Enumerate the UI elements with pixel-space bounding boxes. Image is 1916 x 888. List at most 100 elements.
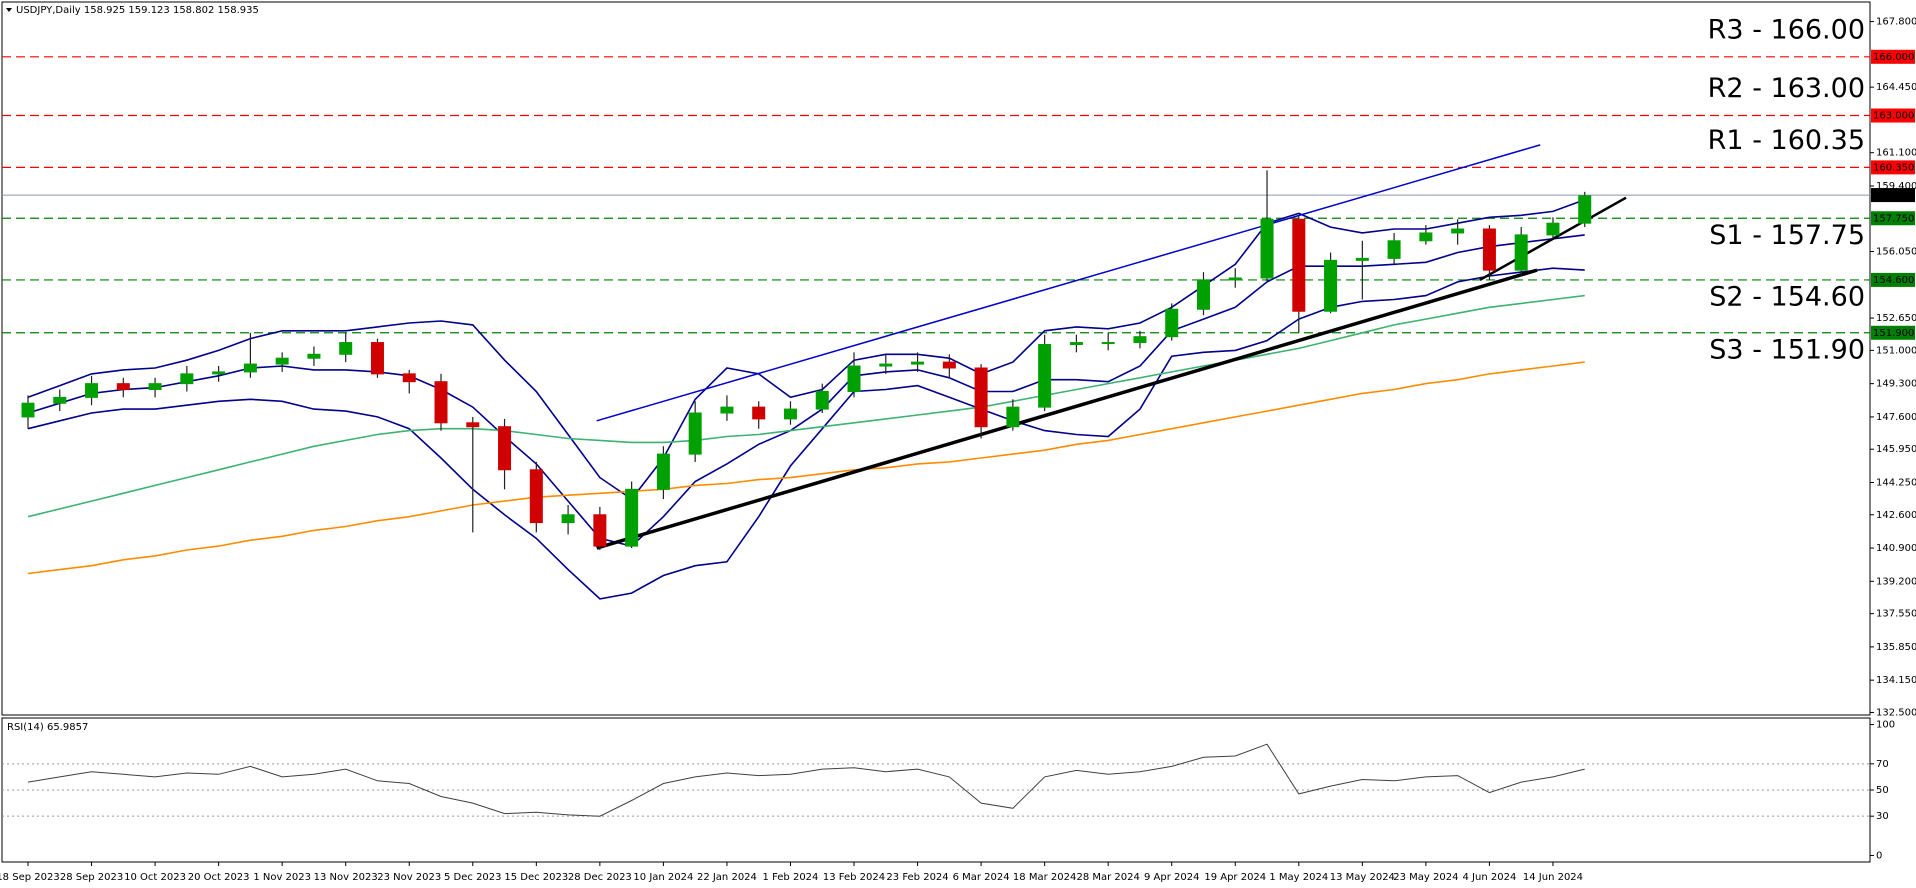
candle-body	[466, 422, 480, 428]
x-tick-label: 13 Feb 2024	[823, 872, 885, 883]
candle-body	[1069, 342, 1083, 346]
x-tick-label: 23 Feb 2024	[886, 872, 948, 883]
x-tick-label: 14 Jun 2024	[1523, 872, 1583, 883]
candle-body	[815, 390, 829, 410]
candle-body	[911, 361, 925, 365]
level-label: S1 - 157.75	[1709, 220, 1865, 251]
candle-body	[148, 383, 162, 391]
last-price-tag	[1871, 188, 1915, 203]
candle-body	[1133, 336, 1147, 344]
x-tick-label: 1 Nov 2023	[253, 872, 311, 883]
level-tag	[1871, 108, 1915, 123]
y-tick-label: 30	[1876, 811, 1889, 822]
x-tick-label: 1 May 2024	[1269, 872, 1328, 883]
y-tick-label: 167.800	[1876, 17, 1916, 28]
y-tick-label: 151.000	[1876, 345, 1916, 356]
x-tick-label: 19 Apr 2024	[1204, 872, 1266, 883]
candle-body	[1546, 222, 1560, 236]
level-tag-label: 163.000	[1873, 111, 1914, 122]
indicator-line	[27, 361, 1585, 575]
candle-body	[1578, 195, 1592, 224]
candle-body	[529, 469, 543, 524]
x-tick-label: 28 Dec 2023	[568, 872, 632, 883]
price-pane	[1, 1, 1871, 716]
y-tick-label: 149.300	[1876, 379, 1916, 390]
trendline	[596, 144, 1541, 422]
y-tick-label: 147.600	[1876, 412, 1916, 423]
candle-body	[1451, 228, 1465, 234]
x-tick-label: 28 Sep 2023	[60, 872, 123, 883]
candle-body	[53, 396, 67, 404]
x-tick-label: 1 Feb 2024	[763, 872, 819, 883]
candle-body	[688, 412, 702, 455]
x-tick-label: 23 Nov 2023	[377, 872, 441, 883]
candle-body	[847, 365, 861, 392]
candle-body	[85, 383, 99, 398]
x-tick-label: 23 May 2024	[1393, 872, 1458, 883]
y-tick-label: 161.100	[1876, 148, 1916, 159]
candle-body	[879, 363, 893, 367]
y-tick-label: 134.150	[1876, 675, 1916, 686]
y-tick-label: 132.500	[1876, 707, 1916, 718]
x-tick-label: 13 Nov 2023	[314, 872, 378, 883]
x-tick-label: 18 Mar 2024	[1013, 872, 1076, 883]
candle-body	[434, 381, 448, 424]
candle-body	[625, 488, 639, 547]
candle-body	[1006, 406, 1020, 428]
y-tick-label: 164.450	[1876, 82, 1916, 93]
candle-body	[1196, 279, 1210, 310]
y-tick-label: 159.400	[1876, 181, 1916, 192]
y-tick-label: 139.200	[1876, 576, 1916, 587]
last-price-label: 158.935	[1873, 190, 1914, 201]
candle-body	[1482, 228, 1496, 271]
x-tick-label: 10 Oct 2023	[124, 872, 186, 883]
level-tag-label: 157.750	[1873, 213, 1914, 224]
level-tag	[1871, 160, 1915, 175]
candle-body	[1355, 257, 1369, 261]
rsi-title: RSI(14) 65.9857	[7, 722, 88, 733]
candle-body	[116, 383, 130, 391]
candle-body	[1292, 218, 1306, 312]
menu-arrow	[6, 8, 12, 12]
level-label: S3 - 151.90	[1709, 334, 1865, 365]
candle-body	[1419, 232, 1433, 242]
candle-body	[1101, 342, 1115, 345]
level-tag-label: 154.600	[1873, 275, 1914, 286]
y-tick-label: 140.900	[1876, 543, 1916, 554]
level-tag	[1871, 325, 1915, 340]
candle-body	[783, 408, 797, 420]
candle-body	[1324, 259, 1338, 312]
candle-body	[561, 514, 575, 524]
candle-body	[593, 514, 607, 547]
candle-body	[275, 357, 289, 365]
y-tick-label: 156.050	[1876, 247, 1916, 258]
candle-body	[1165, 308, 1179, 338]
y-tick-label: 145.950	[1876, 444, 1916, 455]
level-label: R3 - 166.00	[1708, 14, 1865, 45]
candle-body	[370, 342, 384, 375]
y-tick-label: 100	[1876, 720, 1895, 731]
x-tick-label: 15 Dec 2023	[504, 872, 568, 883]
x-tick-label: 20 Oct 2023	[188, 872, 250, 883]
candle-body	[307, 353, 321, 359]
trendline	[1479, 196, 1627, 282]
indicator-line	[27, 198, 1585, 501]
level-label: R2 - 163.00	[1708, 73, 1865, 104]
level-label: S2 - 154.60	[1709, 281, 1865, 312]
y-tick-label: 50	[1876, 785, 1889, 796]
rsi-line	[27, 743, 1585, 817]
candle-body	[974, 367, 988, 428]
y-tick-label: 135.850	[1876, 642, 1916, 653]
candle-body	[720, 406, 734, 414]
y-tick-label: 137.550	[1876, 609, 1916, 620]
candle-body	[498, 426, 512, 471]
candle-body	[1387, 240, 1401, 259]
x-tick-label: 9 Apr 2024	[1144, 872, 1199, 883]
level-label: R1 - 160.35	[1708, 125, 1865, 156]
y-tick-label: 152.650	[1876, 313, 1916, 324]
candle-body	[1260, 218, 1274, 279]
candle-body	[1228, 277, 1242, 281]
candle-body	[212, 371, 226, 375]
level-tag	[1871, 211, 1915, 226]
